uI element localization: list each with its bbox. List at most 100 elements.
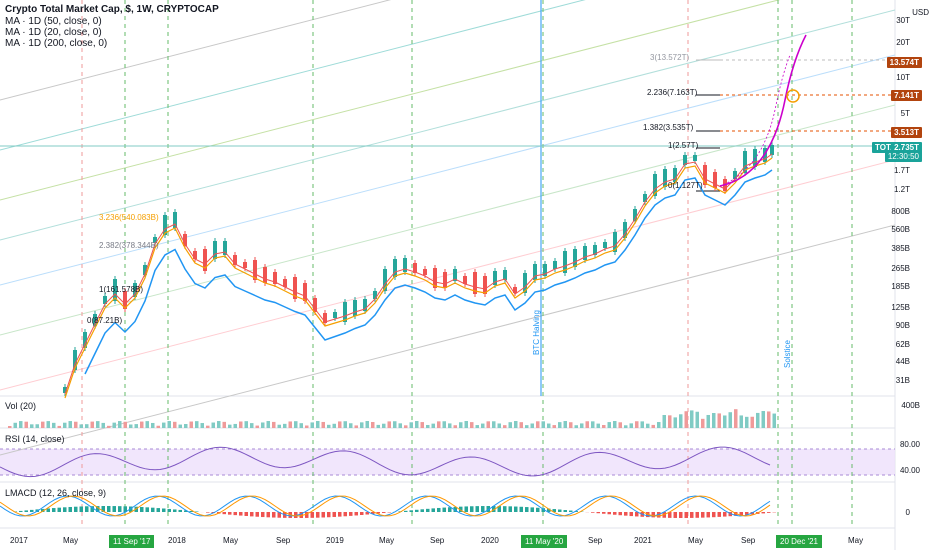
ma-20-legend[interactable]: MA · 1D (20, close, 0) xyxy=(5,27,102,38)
macd-histogram-bar xyxy=(486,506,490,512)
volume-bar xyxy=(250,423,254,428)
volume-bar xyxy=(481,423,485,428)
macd-histogram-bar xyxy=(118,506,122,512)
volume-bar xyxy=(530,423,534,428)
candle-body xyxy=(163,215,167,235)
volume-bar xyxy=(717,413,721,428)
macd-histogram-bar xyxy=(701,512,705,518)
macd-histogram-bar xyxy=(563,510,567,512)
macd-histogram-bar xyxy=(530,507,534,512)
volume-bar xyxy=(189,421,193,428)
volume-bar xyxy=(536,421,540,428)
macd-histogram-bar xyxy=(448,507,452,512)
current-price-tag: 2.735T xyxy=(891,142,922,153)
macd-signal-line xyxy=(0,495,771,517)
volume-bar xyxy=(283,423,287,428)
volume-bar xyxy=(503,425,507,428)
price-axis-label: 1.2T xyxy=(893,185,910,194)
macd-histogram-bar xyxy=(173,509,177,512)
volume-bar xyxy=(668,415,672,428)
ma-50-legend[interactable]: MA · 1D (50, close, 0) xyxy=(5,16,102,27)
macd-histogram-bar xyxy=(101,506,105,512)
price-axis-label: 31B xyxy=(895,376,910,385)
volume-bar xyxy=(24,421,28,428)
volume-axis-label: 400B xyxy=(901,401,920,410)
volume-pane-label[interactable]: Vol (20) xyxy=(5,401,37,411)
macd-histogram-bar xyxy=(613,512,617,515)
candle-body xyxy=(93,314,97,326)
candle-body xyxy=(643,194,647,202)
candle-body xyxy=(523,273,527,293)
candle-body xyxy=(303,283,307,301)
volume-bar xyxy=(140,421,144,428)
candle-body xyxy=(483,276,487,294)
candle-body xyxy=(423,269,427,275)
macd-histogram-bar xyxy=(745,512,749,515)
macd-histogram-bar xyxy=(684,512,688,518)
time-axis-label: 2017 xyxy=(10,536,28,545)
candle-body xyxy=(743,151,747,173)
candle-body xyxy=(223,241,227,255)
volume-bar xyxy=(387,421,391,428)
volume-bar xyxy=(52,422,56,428)
candle-body xyxy=(83,332,87,348)
rsi-pane-label[interactable]: RSI (14, close) xyxy=(5,434,65,444)
macd-histogram-bar xyxy=(514,506,518,512)
volume-bar xyxy=(745,416,749,428)
macd-histogram-bar xyxy=(167,508,171,512)
channel-line xyxy=(0,104,896,336)
volume-bar xyxy=(563,421,567,428)
volume-bar xyxy=(519,422,523,428)
volume-bar xyxy=(184,424,188,428)
macd-histogram-bar xyxy=(30,509,34,512)
ma-200-legend[interactable]: MA · 1D (200, close, 0) xyxy=(5,38,108,49)
volume-bar xyxy=(332,423,336,428)
candle-body xyxy=(653,174,657,196)
volume-bar xyxy=(272,421,276,428)
macd-histogram-bar xyxy=(547,508,551,512)
candle-body xyxy=(123,291,127,309)
rsi-axis-40: 40.00 xyxy=(899,466,920,475)
price-axis-label: 20T xyxy=(896,38,910,47)
channel-line xyxy=(0,0,781,201)
candle-body xyxy=(503,270,507,280)
macd-histogram-bar xyxy=(294,512,298,518)
volume-bar xyxy=(508,422,512,428)
macd-histogram-bar xyxy=(541,508,545,512)
volume-bar xyxy=(552,425,556,428)
macd-histogram-bar xyxy=(602,512,606,514)
rsi-axis-80: 80.00 xyxy=(899,440,920,449)
ma-50-line xyxy=(64,157,773,399)
volume-bar xyxy=(239,421,243,428)
macd-histogram-bar xyxy=(145,507,149,512)
candle-body xyxy=(293,277,297,299)
volume-bar xyxy=(464,421,468,428)
price-axis-label: 125B xyxy=(891,303,910,312)
volume-bar xyxy=(613,421,617,428)
candle-body xyxy=(273,272,277,284)
candle-body xyxy=(703,165,707,185)
candle-body xyxy=(173,212,177,228)
time-axis-label: 2021 xyxy=(634,536,652,545)
candle-body xyxy=(693,155,697,161)
volume-bar xyxy=(74,421,78,428)
macd-histogram-bar xyxy=(184,510,188,512)
candle-body xyxy=(563,251,567,273)
volume-bar xyxy=(206,425,210,428)
lmacd-pane-label[interactable]: LMACD (12, 26, close, 9) xyxy=(5,488,107,498)
macd-histogram-bar xyxy=(453,506,457,512)
volume-bar xyxy=(580,423,584,428)
volume-bar xyxy=(85,424,89,428)
candle-body xyxy=(493,271,497,285)
volume-bar xyxy=(112,422,116,428)
macd-histogram-bar xyxy=(156,508,160,512)
candle-body xyxy=(533,264,537,280)
macd-histogram-bar xyxy=(536,507,540,512)
macd-histogram-bar xyxy=(503,506,507,512)
macd-histogram-bar xyxy=(96,506,100,512)
macd-histogram-bar xyxy=(558,509,562,512)
volume-bar xyxy=(349,423,353,428)
volume-bar xyxy=(624,425,628,428)
macd-histogram-bar xyxy=(24,510,28,512)
